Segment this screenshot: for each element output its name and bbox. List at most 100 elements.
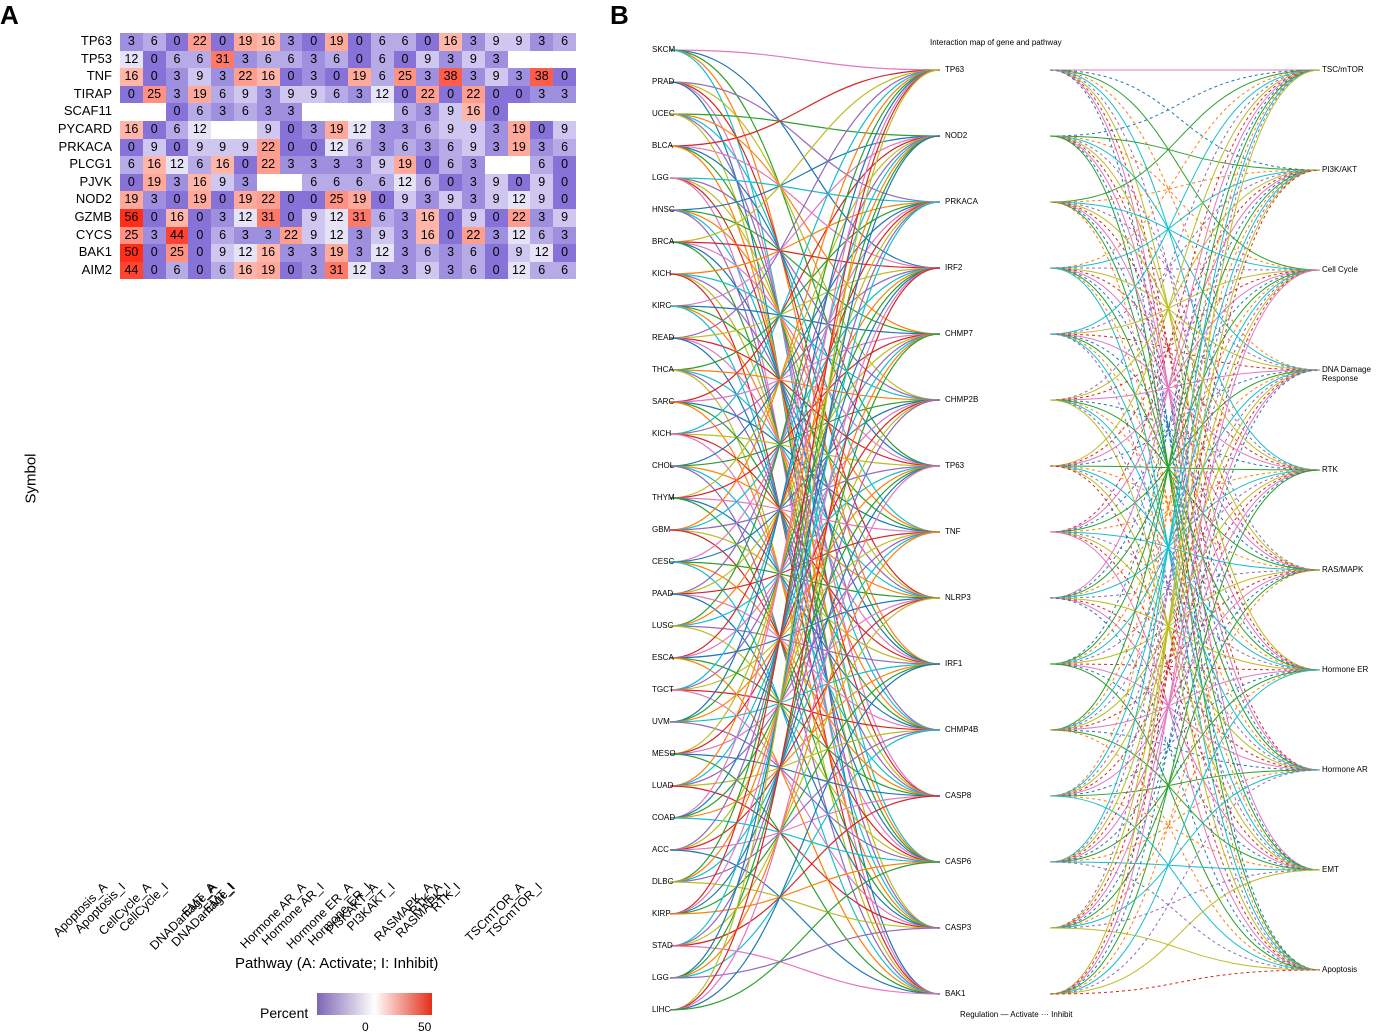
- heatmap-cell: 16: [165, 208, 189, 227]
- network-edge: [1049, 769, 1321, 995]
- network-edge: [1049, 333, 1321, 771]
- network-edge: [669, 401, 941, 533]
- network-edge: [1049, 169, 1321, 335]
- heatmap-cell: 0: [393, 50, 417, 69]
- heatmap-cell: 3: [233, 226, 257, 245]
- heatmap-cell: 9: [370, 156, 394, 174]
- network-edge: [669, 135, 941, 211]
- network-edge: [1049, 269, 1321, 533]
- heatmap-row: 25 3 44 0 6 3 3 22 9 12 3 9 3 16 0 22 3 12 6 3: [120, 226, 576, 245]
- heatmap-cell: 6: [325, 85, 348, 104]
- network-edge: [669, 145, 941, 665]
- network-edge: [669, 135, 941, 499]
- heatmap-cell: 0: [507, 85, 531, 104]
- network-edge: [1049, 569, 1321, 797]
- heatmap-cell: 0: [553, 156, 576, 174]
- heatmap-cell: 0: [393, 85, 417, 104]
- network-edge: [669, 113, 941, 929]
- heatmap-cell: [553, 50, 576, 69]
- heatmap-cell: 0: [279, 120, 303, 139]
- heatmap-cell: 6: [370, 50, 394, 69]
- heatmap-cell: [553, 103, 576, 121]
- network-edge: [669, 465, 941, 1011]
- network-edge: [669, 49, 941, 71]
- network-edge: [1049, 169, 1321, 599]
- network-edge: [669, 337, 941, 467]
- heatmap-cell: 6: [188, 156, 212, 174]
- heatmap-cell: 3: [347, 226, 371, 245]
- heatmap-cell: 19: [233, 33, 257, 51]
- heatmap-cell: 12: [370, 85, 394, 104]
- heatmap-cell: [142, 103, 166, 121]
- heatmap-cell: 3: [416, 103, 440, 121]
- heatmap-cell: [507, 103, 531, 121]
- cancer-node-label: STAD: [652, 941, 673, 950]
- heatmap-cell: 56: [120, 208, 143, 227]
- heatmap-cell: 31: [211, 50, 234, 69]
- network-edge: [669, 625, 941, 863]
- heatmap-cell: 0: [142, 244, 166, 262]
- network-edge: [669, 113, 941, 533]
- network-edge: [669, 689, 941, 929]
- heatmap-cell: [256, 173, 280, 192]
- heatmap-cell: 19: [256, 261, 280, 280]
- pathway-node-label: Cell Cycle: [1322, 265, 1359, 274]
- network-edge: [1049, 169, 1321, 797]
- heatmap-cell: 3: [484, 50, 508, 69]
- heatmap-cell: 3: [439, 261, 462, 280]
- network-graph: [669, 49, 1321, 1011]
- network-edge: [669, 369, 941, 995]
- heatmap-cell: 12: [530, 244, 554, 262]
- heatmap-cell: 0: [484, 244, 508, 262]
- network-edge: [669, 69, 941, 243]
- network-edge: [669, 465, 941, 627]
- cancer-node-label: BRCA: [652, 237, 675, 246]
- heatmap-cell: 12: [347, 120, 371, 139]
- heatmap-cell: 9: [211, 138, 234, 157]
- heatmap-cell: 3: [279, 33, 303, 51]
- network-edge: [1049, 169, 1321, 731]
- network-edge: [1049, 269, 1321, 599]
- network-edge: [1049, 465, 1321, 971]
- network-edge: [1049, 333, 1321, 571]
- heatmap-cell: [279, 173, 303, 192]
- network-edge: [669, 465, 941, 723]
- heatmap-cell: 3: [370, 261, 394, 280]
- heatmap-cell: 6: [302, 173, 326, 192]
- network-edge: [1049, 269, 1321, 797]
- cancer-node-label: THYM: [652, 493, 675, 502]
- network-edge: [1049, 569, 1321, 665]
- heatmap-cell: 12: [233, 208, 257, 227]
- gene-node-label: NLRP3: [945, 593, 971, 602]
- network-edge: [669, 201, 941, 467]
- gene-node-label: IRF2: [945, 263, 963, 272]
- heatmap-cell: 6: [530, 261, 554, 280]
- network-edge: [669, 657, 941, 797]
- heatmap-cell: [302, 103, 326, 121]
- network-edge: [669, 49, 941, 665]
- network-edge: [1049, 531, 1321, 871]
- network-edge: [1049, 267, 1321, 371]
- heatmap-cell: 3: [530, 33, 554, 51]
- heatmap-cell: 0: [553, 173, 576, 192]
- cancer-node-label: PRAD: [652, 77, 675, 86]
- network-edge: [1049, 201, 1321, 571]
- heatmap-cell: 9: [416, 50, 440, 69]
- heatmap-cell: 0: [439, 85, 462, 104]
- network-edge: [669, 69, 941, 627]
- heatmap-cell: 3: [347, 85, 371, 104]
- heatmap-cell: 9: [279, 85, 303, 104]
- heatmap-cell: 3: [530, 208, 554, 227]
- network-edge: [1049, 465, 1321, 871]
- heatmap-cell: 16: [188, 173, 212, 192]
- network-edge: [1049, 369, 1321, 995]
- cancer-node-label: GBM: [652, 525, 671, 534]
- heatmap-cell: 3: [439, 244, 462, 262]
- network-edge: [669, 433, 941, 467]
- heatmap-cell: 12: [165, 156, 189, 174]
- heatmap-cell: 0: [211, 33, 234, 51]
- network-edge: [1049, 369, 1321, 863]
- heatmap-cell: 3: [484, 226, 508, 245]
- network-edge: [1049, 531, 1321, 671]
- gene-node-label: IRF1: [945, 659, 963, 668]
